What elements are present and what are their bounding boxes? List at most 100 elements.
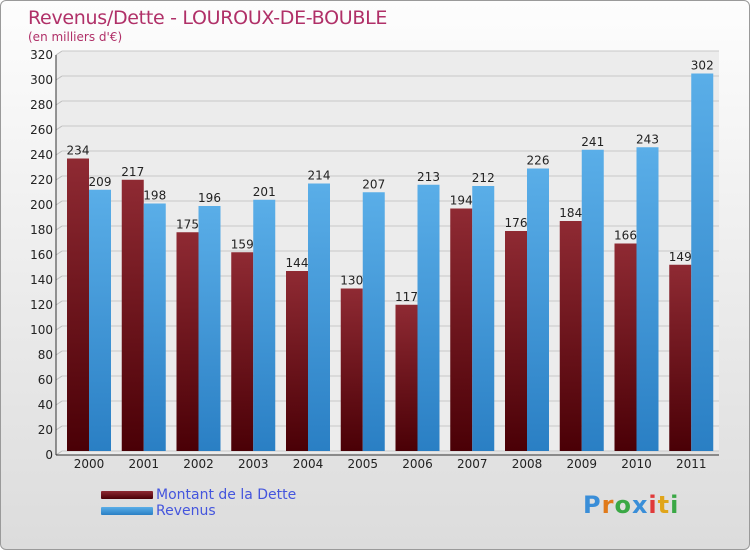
- y-tick-label: 60: [38, 373, 53, 387]
- data-label: 207: [362, 177, 385, 191]
- data-label: 149: [669, 250, 692, 264]
- data-label: 217: [121, 165, 144, 179]
- bar-revenus: [198, 206, 221, 451]
- legend-label-debt: Montant de la Dette: [156, 487, 297, 503]
- gridline-depth: [55, 100, 63, 106]
- gridline-depth: [55, 200, 63, 206]
- bar-revenus: [527, 168, 549, 451]
- data-label: 166: [614, 229, 637, 243]
- plot-area: [56, 51, 719, 455]
- y-tick-label: 280: [30, 98, 53, 112]
- data-label: 241: [581, 135, 604, 149]
- data-label: 234: [67, 144, 90, 158]
- data-label: 213: [417, 170, 440, 184]
- y-tick-label: 180: [30, 223, 53, 237]
- logo-letter: o: [614, 491, 632, 519]
- gridline-depth: [55, 325, 63, 331]
- logo-letter: x: [631, 491, 649, 519]
- gridline-depth: [55, 450, 63, 456]
- bar-dette: [559, 221, 582, 451]
- bar-dette: [231, 252, 254, 451]
- data-label: 184: [559, 206, 582, 220]
- bar-dette: [121, 179, 144, 451]
- bar-dette: [669, 264, 692, 451]
- legend-item-debt: Montant de la Dette: [101, 487, 361, 503]
- gridline-depth: [55, 425, 63, 431]
- gridline-depth: [55, 250, 63, 256]
- y-tick-label: 0: [45, 448, 53, 462]
- bar-revenus: [143, 203, 166, 451]
- legend-label-revenus: Revenus: [156, 503, 216, 519]
- data-label: 175: [176, 217, 199, 231]
- x-tick-label: 2000: [74, 457, 105, 471]
- bar-dette: [614, 243, 637, 451]
- data-label: 226: [527, 154, 550, 168]
- legend-item-revenus: Revenus: [101, 503, 361, 519]
- data-label: 144: [286, 256, 309, 270]
- legend: Montant de la Dette Revenus: [101, 487, 361, 519]
- data-label: 194: [450, 194, 473, 208]
- data-label: 214: [308, 169, 331, 183]
- gridline-depth: [55, 175, 63, 181]
- y-tick-label: 220: [30, 173, 53, 187]
- x-tick-label: 2005: [347, 457, 378, 471]
- logo-letter: i: [648, 491, 658, 519]
- x-tick-label: 2009: [566, 457, 597, 471]
- x-tick-label: 2011: [676, 457, 707, 471]
- data-label: 196: [198, 191, 221, 205]
- bar-revenus: [691, 73, 714, 451]
- bar-dette: [286, 271, 308, 451]
- data-label: 212: [472, 171, 495, 185]
- gridline-depth: [55, 375, 63, 381]
- y-tick-label: 240: [30, 148, 53, 162]
- gridline-depth: [55, 75, 63, 81]
- y-tick-label: 120: [30, 298, 53, 312]
- data-label: 159: [231, 237, 254, 251]
- y-tick-label: 140: [30, 273, 53, 287]
- gridline-depth: [55, 225, 63, 231]
- data-label: 302: [691, 59, 714, 73]
- bar-dette: [340, 288, 363, 451]
- y-tick-label: 80: [38, 348, 53, 362]
- x-tick-label: 2001: [128, 457, 159, 471]
- gridline-depth: [55, 400, 63, 406]
- y-tick-label: 160: [30, 248, 53, 262]
- chart-title: Revenus/Dette - LOUROUX-DE-BOUBLE: [28, 7, 388, 29]
- y-tick-label: 300: [30, 73, 53, 87]
- data-label: 209: [89, 175, 112, 189]
- logo-letter: i: [670, 491, 680, 519]
- bar-revenus: [581, 149, 604, 451]
- bar-revenus: [89, 189, 111, 451]
- data-label: 198: [143, 189, 166, 203]
- logo-letter: P: [583, 491, 602, 519]
- x-tick-label: 2010: [621, 457, 652, 471]
- bar-dette: [505, 231, 527, 451]
- logo-letter: r: [601, 491, 615, 519]
- bar-revenus: [472, 186, 495, 451]
- y-tick-label: 40: [38, 398, 53, 412]
- gridline-depth: [55, 300, 63, 306]
- legend-swatch-revenus: [101, 507, 153, 515]
- data-label: 130: [340, 274, 363, 288]
- chart-subtitle: (en milliers d'€): [28, 30, 123, 44]
- data-label: 243: [636, 132, 659, 146]
- x-tick-label: 2004: [293, 457, 324, 471]
- y-tick-label: 100: [30, 323, 53, 337]
- data-label: 176: [505, 216, 528, 230]
- bar-dette: [176, 232, 199, 451]
- gridline-depth: [55, 150, 63, 156]
- y-tick-label: 200: [30, 198, 53, 212]
- bar-revenus: [308, 183, 330, 451]
- gridline-depth: [55, 275, 63, 281]
- gridline-depth: [55, 50, 63, 56]
- x-tick-label: 2007: [457, 457, 488, 471]
- bar-dette: [395, 304, 418, 451]
- bar-dette: [67, 158, 89, 451]
- y-tick-label: 260: [30, 123, 53, 137]
- x-tick-label: 2002: [183, 457, 214, 471]
- bar-dette: [450, 208, 473, 451]
- x-tick-label: 2008: [512, 457, 543, 471]
- legend-swatch-debt: [101, 491, 153, 499]
